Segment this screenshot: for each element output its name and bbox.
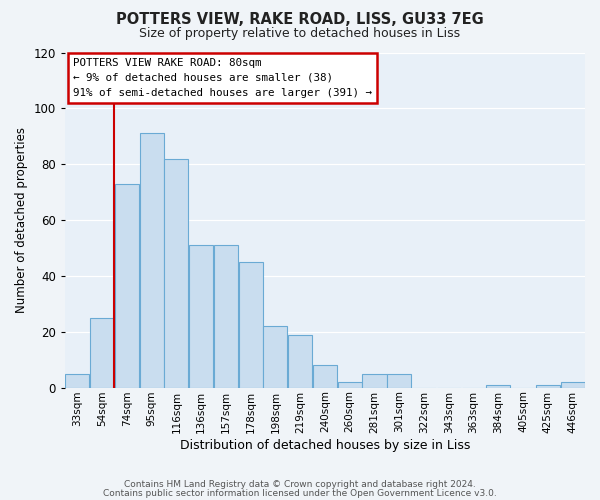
Bar — [164, 158, 188, 388]
Bar — [90, 318, 114, 388]
Text: POTTERS VIEW RAKE ROAD: 80sqm
← 9% of detached houses are smaller (38)
91% of se: POTTERS VIEW RAKE ROAD: 80sqm ← 9% of de… — [73, 58, 372, 98]
Bar — [214, 245, 238, 388]
Bar — [239, 262, 263, 388]
Bar — [140, 134, 164, 388]
Bar — [487, 385, 511, 388]
Bar — [115, 184, 139, 388]
Bar — [338, 382, 362, 388]
Bar — [536, 385, 560, 388]
Y-axis label: Number of detached properties: Number of detached properties — [15, 127, 28, 313]
Bar — [313, 366, 337, 388]
Bar — [387, 374, 411, 388]
Text: Contains public sector information licensed under the Open Government Licence v3: Contains public sector information licen… — [103, 488, 497, 498]
Bar — [288, 334, 312, 388]
X-axis label: Distribution of detached houses by size in Liss: Distribution of detached houses by size … — [180, 440, 470, 452]
Bar — [263, 326, 287, 388]
Text: POTTERS VIEW, RAKE ROAD, LISS, GU33 7EG: POTTERS VIEW, RAKE ROAD, LISS, GU33 7EG — [116, 12, 484, 28]
Bar — [362, 374, 386, 388]
Bar — [65, 374, 89, 388]
Text: Contains HM Land Registry data © Crown copyright and database right 2024.: Contains HM Land Registry data © Crown c… — [124, 480, 476, 489]
Bar — [189, 245, 213, 388]
Text: Size of property relative to detached houses in Liss: Size of property relative to detached ho… — [139, 28, 461, 40]
Bar — [560, 382, 584, 388]
